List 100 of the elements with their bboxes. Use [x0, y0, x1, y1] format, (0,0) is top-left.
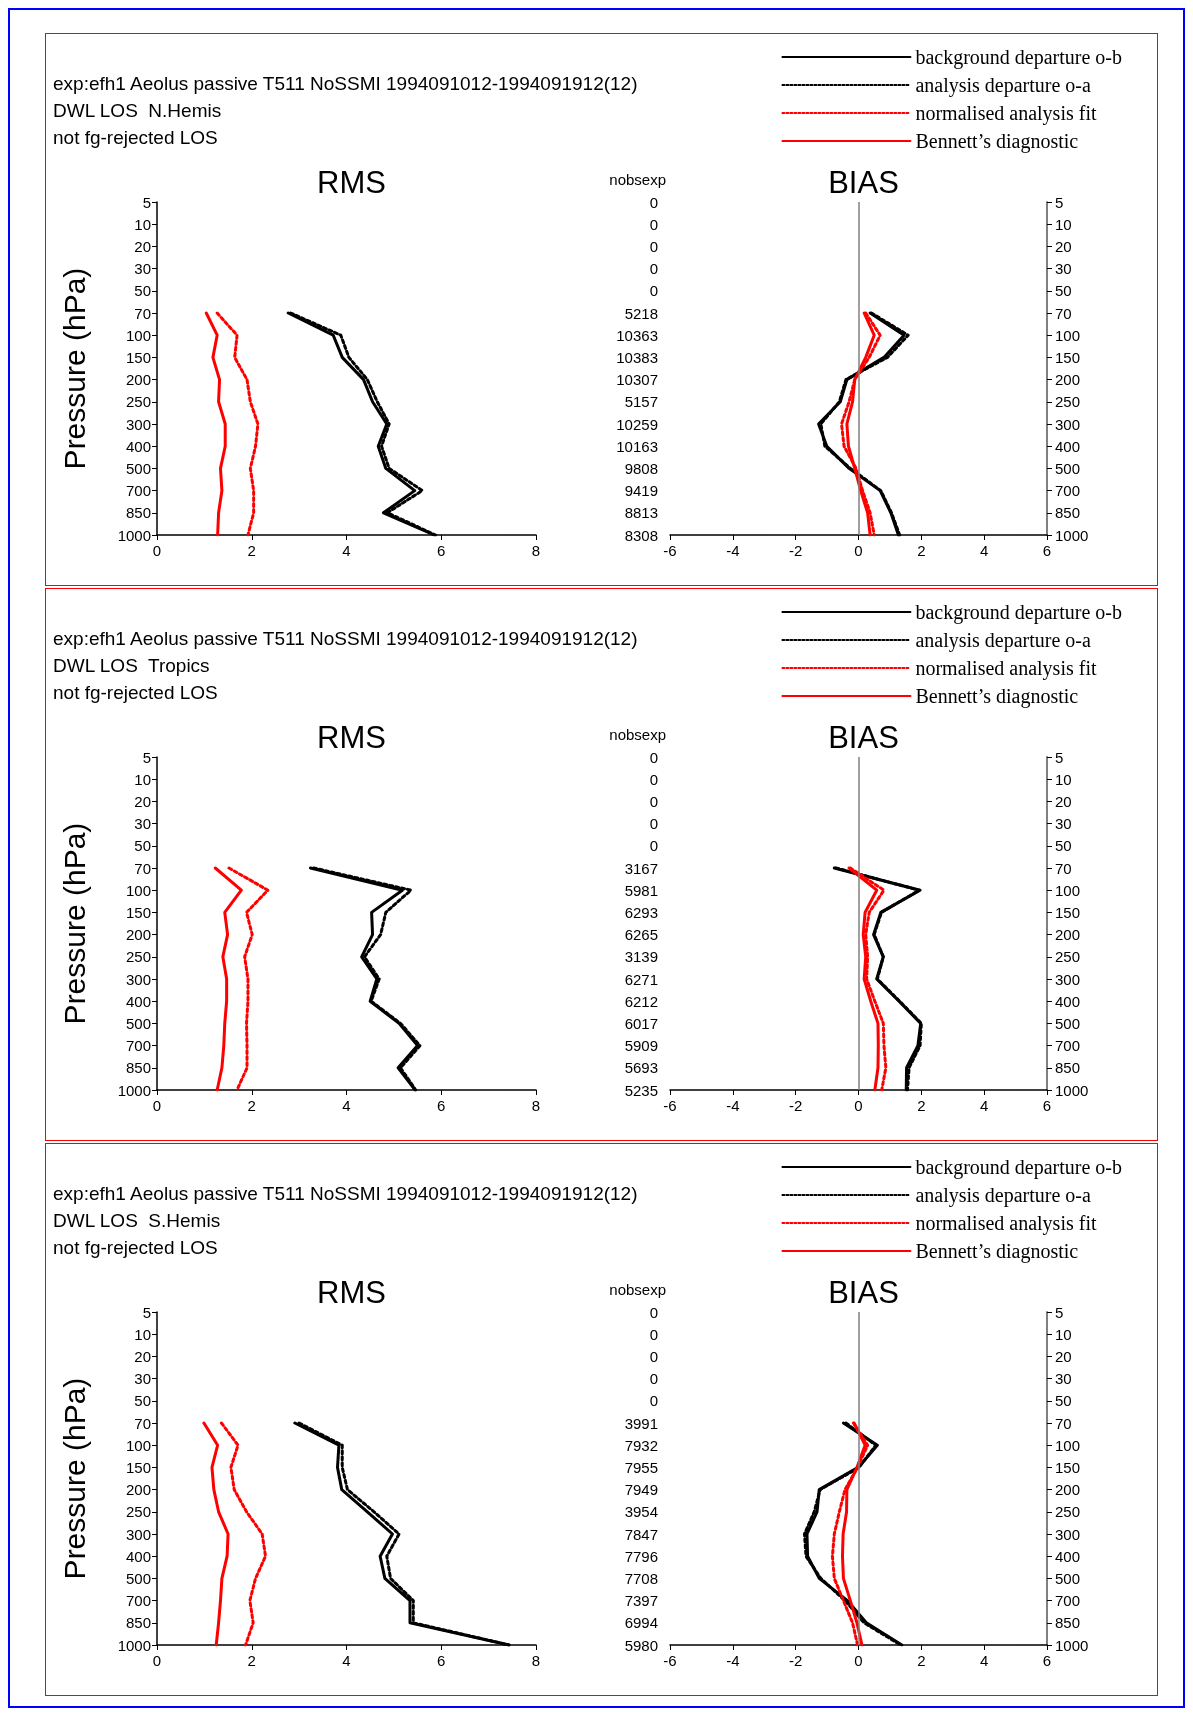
y-tick-label: 1000 — [117, 1636, 151, 1654]
y2-tick-label: 20 — [1055, 792, 1072, 810]
text: not fg-rejected LOS — [53, 682, 218, 703]
y-tick-label: 5 — [142, 193, 151, 211]
y-tick-label: 10 — [134, 770, 151, 788]
text: background departure o-b — [915, 1156, 1123, 1179]
y2-tick-label: 20 — [1055, 237, 1072, 255]
x-tick-label: -4 — [726, 542, 740, 559]
y-tick-label: 0 — [649, 260, 658, 278]
y-tick-label: 9419 — [624, 482, 658, 500]
y-tick-label: 5218 — [624, 304, 658, 322]
y-tick-label: 5 — [142, 748, 151, 766]
y-tick-label: 300 — [125, 415, 151, 433]
chart-title: BIAS — [828, 1275, 899, 1310]
x-tick-label: 2 — [917, 542, 926, 559]
text: exp:efh1 Aeolus passive T511 NoSSMI 1994091012-1994091912(12) — [53, 1183, 638, 1204]
y-tick-label: 10 — [134, 215, 151, 233]
y2-tick-label: 10 — [1055, 770, 1072, 788]
y-tick-label: 5980 — [624, 1636, 658, 1654]
y2-tick-label: 500 — [1055, 459, 1081, 477]
y-tick-label: 5 — [142, 1303, 151, 1321]
x-tick-label: 4 — [979, 542, 989, 559]
y-tick-label: 6017 — [624, 1014, 658, 1032]
y2-tick-label: 30 — [1055, 1370, 1072, 1388]
y-tick-label: 70 — [134, 859, 151, 877]
y-tick-label: 6293 — [624, 903, 658, 921]
x-tick-label: -4 — [726, 1097, 740, 1114]
text: exp:efh1 Aeolus passive T511 NoSSMI 1994091012-1994091912(12) — [53, 628, 638, 649]
y2-tick-label: 70 — [1055, 304, 1072, 322]
y2-tick-label: 50 — [1055, 1392, 1072, 1410]
x-tick-label: -6 — [663, 1652, 677, 1669]
y-tick-label: 0 — [649, 792, 658, 810]
text: background departure o-b — [915, 46, 1123, 69]
x-tick-label: 8 — [531, 1652, 541, 1669]
x-tick-label: 6 — [437, 1097, 446, 1114]
y-tick-label: 850 — [125, 1614, 151, 1632]
text: analysis departure o-a — [915, 1184, 1092, 1207]
x-tick-label: -6 — [663, 1097, 677, 1114]
y-tick-label: 30 — [134, 815, 151, 833]
text: DWL LOS Tropics — [53, 655, 210, 676]
y-tick-label: 5909 — [624, 1037, 658, 1055]
y-tick-label: 3991 — [624, 1414, 658, 1432]
x-tick-label: 2 — [917, 1097, 926, 1114]
x-tick-label: -2 — [788, 542, 803, 559]
y-tick-label: 70 — [134, 1414, 151, 1432]
y2-tick-label: 500 — [1055, 1014, 1081, 1032]
x-tick-label: -4 — [726, 1652, 740, 1669]
y-tick-label: 850 — [125, 504, 151, 522]
y-tick-label: 700 — [125, 482, 151, 500]
x-tick-label: 2 — [247, 1097, 256, 1114]
y-tick-label: 0 — [649, 237, 658, 255]
x-tick-label: 0 — [854, 1097, 863, 1114]
x-tick-label: 6 — [1042, 1652, 1052, 1669]
y2-tick-label: 20 — [1055, 1347, 1072, 1365]
x-tick-label: -6 — [663, 542, 677, 559]
y-tick-label: 1000 — [117, 1081, 151, 1099]
y-tick-label: 1000 — [117, 526, 151, 544]
y-tick-label: 30 — [134, 1370, 151, 1388]
text: DWL LOS N.Hemis — [53, 100, 222, 121]
y-tick-label: 50 — [134, 837, 151, 855]
chart-title: BIAS — [828, 720, 899, 755]
y-tick-label: 200 — [125, 926, 151, 944]
y-tick-label: 500 — [125, 1014, 151, 1032]
y2-tick-label: 850 — [1055, 1614, 1081, 1632]
y2-tick-label: 500 — [1055, 1569, 1081, 1587]
x-tick-label: -2 — [788, 1097, 803, 1114]
y-tick-label: 20 — [134, 237, 151, 255]
y-tick-label: 5981 — [624, 881, 658, 899]
y-tick-label: 10 — [134, 1325, 151, 1343]
x-tick-label: 4 — [979, 1652, 989, 1669]
y-tick-label: 0 — [649, 215, 658, 233]
y-tick-label: 7932 — [624, 1436, 658, 1454]
y-tick-label: 10259 — [616, 415, 658, 433]
text: background departure o-b — [915, 601, 1123, 624]
y-tick-label: 0 — [649, 1392, 658, 1410]
y-tick-label: 400 — [125, 1547, 151, 1565]
y2-tick-label: 1000 — [1055, 526, 1089, 544]
text: normalised analysis fit — [915, 657, 1097, 680]
y2-tick-label: 700 — [1055, 1037, 1081, 1055]
y-tick-label: 70 — [134, 304, 151, 322]
y-tick-label: 10383 — [616, 348, 658, 366]
y2-tick-label: 1000 — [1055, 1081, 1089, 1099]
y-tick-label: 10163 — [616, 437, 658, 455]
y2-tick-label: 100 — [1055, 326, 1081, 344]
y-axis-title: Pressure (hPa) — [57, 267, 91, 470]
x-tick-label: 4 — [979, 1097, 989, 1114]
y2-tick-label: 250 — [1055, 1503, 1081, 1521]
y2-tick-label: 100 — [1055, 881, 1081, 899]
y-axis-title: Pressure (hPa) — [57, 1377, 91, 1580]
y-tick-label: 6212 — [624, 992, 658, 1010]
y-tick-label: 200 — [125, 371, 151, 389]
y-axis-title: nobsexp — [609, 726, 667, 743]
y2-tick-label: 50 — [1055, 837, 1072, 855]
y-tick-label: 3954 — [624, 1503, 658, 1521]
y-tick-label: 0 — [649, 770, 658, 788]
y2-tick-label: 50 — [1055, 282, 1072, 300]
y-tick-label: 700 — [125, 1037, 151, 1055]
y-tick-label: 500 — [125, 459, 151, 477]
x-tick-label: 6 — [437, 542, 446, 559]
y-tick-label: 20 — [134, 792, 151, 810]
